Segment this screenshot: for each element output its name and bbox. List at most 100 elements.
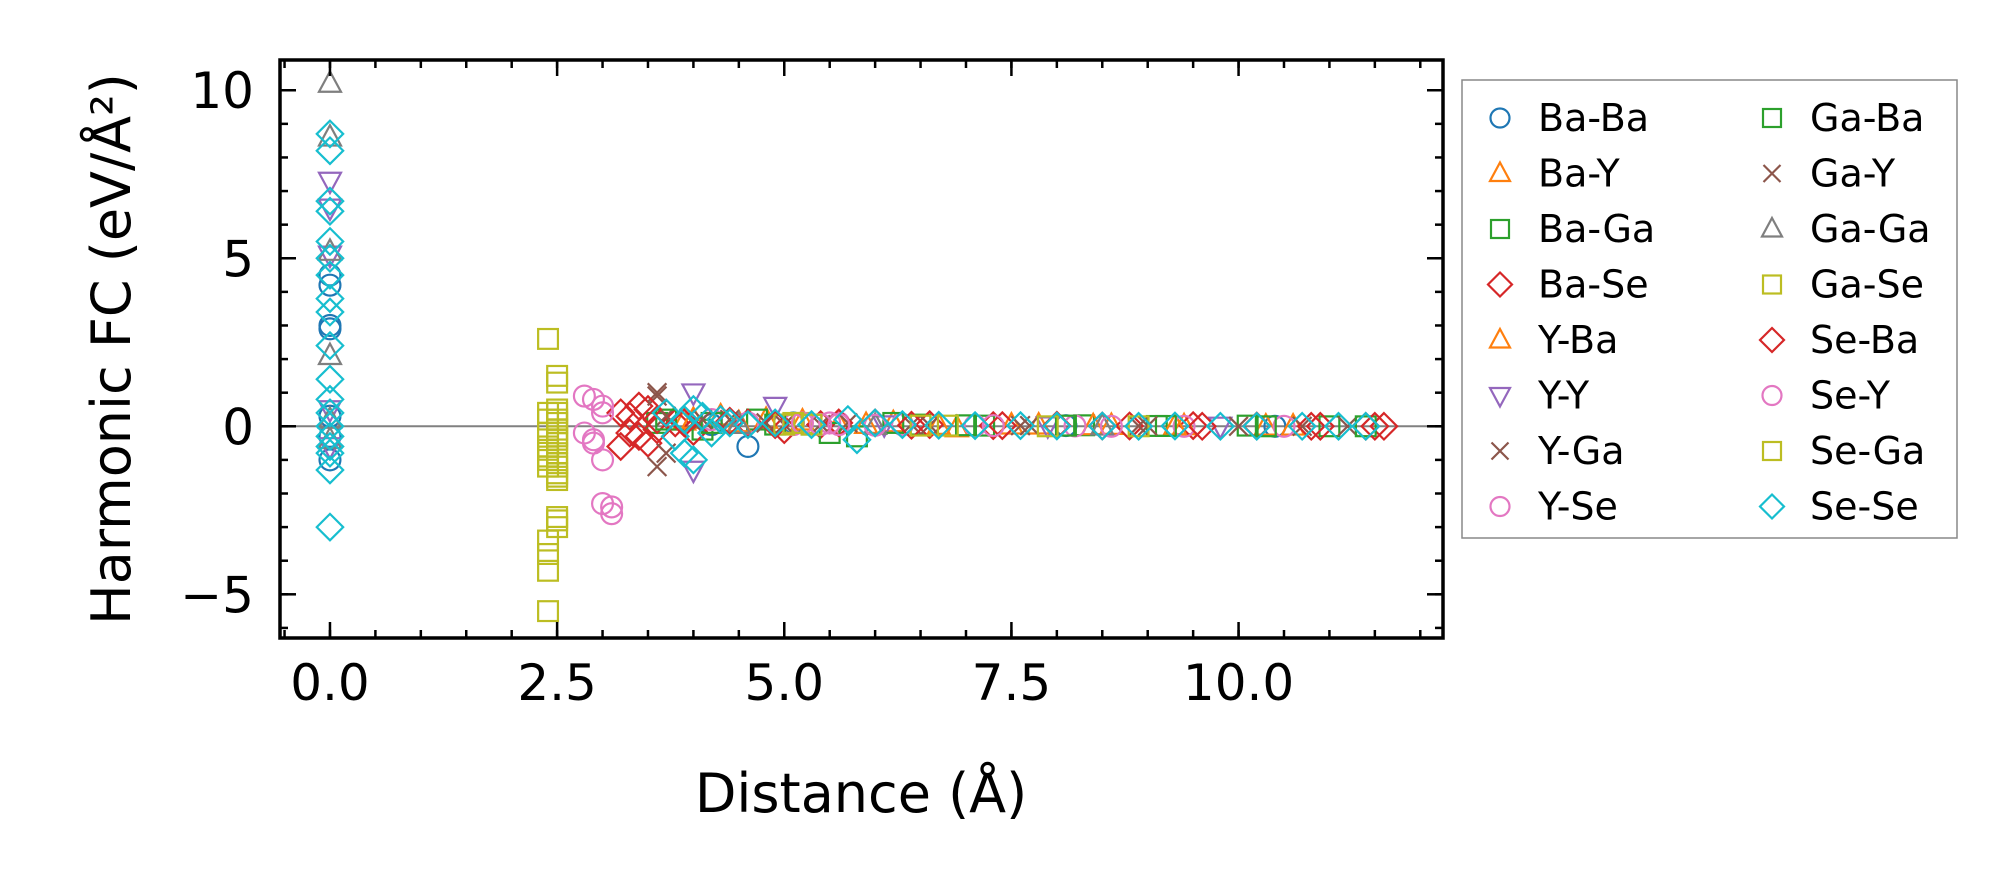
legend-marker bbox=[1761, 440, 1783, 462]
data-point bbox=[600, 502, 624, 526]
data-point bbox=[633, 428, 663, 458]
data-point bbox=[1089, 411, 1116, 436]
data-point bbox=[1360, 411, 1390, 442]
data-point bbox=[572, 384, 596, 408]
data-point bbox=[1005, 410, 1036, 441]
data-point bbox=[800, 413, 823, 436]
legend-marker bbox=[1760, 215, 1784, 238]
data-point bbox=[591, 401, 615, 425]
data-point bbox=[546, 465, 569, 488]
data-point bbox=[1127, 415, 1150, 438]
data-points bbox=[315, 69, 1399, 623]
data-point bbox=[909, 414, 932, 437]
data-point bbox=[705, 404, 736, 435]
data-point bbox=[1172, 414, 1196, 438]
plot-frame bbox=[278, 58, 1445, 640]
legend-marker bbox=[1488, 160, 1512, 183]
data-point bbox=[537, 559, 560, 582]
data-point bbox=[315, 455, 345, 485]
legend-item: Y-Y bbox=[1488, 374, 1590, 418]
legend-marker bbox=[1758, 326, 1786, 354]
data-point bbox=[714, 408, 745, 438]
data-point bbox=[973, 414, 996, 437]
data-point bbox=[318, 317, 342, 341]
data-point bbox=[1205, 411, 1236, 442]
data-point bbox=[315, 297, 345, 327]
legend-label: Ga-Se bbox=[1810, 263, 1924, 307]
data-point bbox=[1241, 411, 1272, 442]
series-ga-ga bbox=[317, 69, 1116, 450]
data-point bbox=[936, 414, 959, 437]
data-point bbox=[317, 171, 343, 196]
legend-marker bbox=[1758, 492, 1786, 521]
legend-marker bbox=[1489, 495, 1511, 518]
data-point bbox=[317, 400, 343, 424]
data-point bbox=[315, 135, 345, 166]
data-point bbox=[1354, 415, 1377, 438]
data-point bbox=[315, 260, 345, 290]
legend-label: Ga-Ba bbox=[1810, 96, 1924, 140]
data-point bbox=[882, 411, 905, 434]
data-point bbox=[1254, 415, 1277, 438]
legend-item: Se-Y bbox=[1761, 374, 1891, 418]
data-point bbox=[315, 512, 345, 542]
series-se-ga bbox=[537, 401, 1059, 488]
data-point bbox=[1054, 414, 1077, 437]
legend-label: Ba-Ga bbox=[1538, 207, 1655, 251]
legend-label: Y-Ga bbox=[1537, 429, 1625, 473]
legend-item: Ba-Y bbox=[1488, 152, 1621, 196]
data-point bbox=[315, 421, 345, 452]
data-point bbox=[315, 438, 345, 468]
legend-item: Y-Se bbox=[1489, 485, 1618, 529]
legend-label: Ba-Se bbox=[1538, 263, 1649, 307]
x-axis-label: Distance (Å) bbox=[695, 761, 1027, 825]
data-point bbox=[1042, 411, 1072, 441]
data-point bbox=[1272, 414, 1296, 438]
legend-marker bbox=[1490, 441, 1510, 461]
data-point bbox=[1318, 415, 1341, 438]
data-point bbox=[1228, 416, 1249, 437]
data-point bbox=[655, 408, 678, 431]
data-point bbox=[1252, 411, 1279, 436]
legend-marker bbox=[1761, 384, 1783, 407]
legend-item: Ga-Y bbox=[1762, 152, 1896, 196]
data-point bbox=[1154, 414, 1177, 437]
data-point bbox=[896, 410, 927, 441]
data-point bbox=[1160, 411, 1190, 441]
data-point bbox=[315, 196, 345, 226]
data-point bbox=[600, 495, 624, 519]
legend-label: Ga-Ga bbox=[1810, 207, 1931, 251]
data-point bbox=[1296, 411, 1327, 442]
data-point bbox=[315, 243, 345, 274]
legend-item: Ga-Ga bbox=[1760, 207, 1931, 251]
x-tick-label: 10.0 bbox=[1183, 654, 1294, 712]
data-point bbox=[981, 414, 1005, 438]
series-ba-ba bbox=[318, 263, 1287, 472]
data-point bbox=[315, 330, 345, 361]
data-point bbox=[669, 438, 700, 468]
data-point bbox=[842, 424, 872, 455]
legend-item: Se-Ga bbox=[1761, 429, 1925, 473]
data-point bbox=[546, 432, 569, 455]
legend-label: Y-Y bbox=[1537, 374, 1590, 418]
legend-item: Se-Ba bbox=[1758, 318, 1919, 362]
data-point bbox=[818, 422, 841, 445]
data-point bbox=[887, 409, 918, 440]
data-point bbox=[833, 404, 863, 435]
data-point bbox=[862, 411, 888, 435]
legend-item: Ba-Ga bbox=[1489, 207, 1655, 251]
data-point bbox=[678, 445, 709, 475]
data-point bbox=[546, 364, 569, 387]
legend-item: Y-Ba bbox=[1488, 318, 1618, 362]
data-point bbox=[818, 411, 842, 435]
series-se-se bbox=[315, 119, 1381, 542]
legend-marker bbox=[1762, 164, 1782, 183]
legend-label: Se-Se bbox=[1810, 485, 1919, 529]
data-point bbox=[315, 186, 345, 216]
data-point bbox=[646, 456, 668, 477]
legend-label: Y-Ba bbox=[1537, 318, 1618, 362]
data-point bbox=[317, 69, 343, 93]
data-point bbox=[537, 600, 560, 623]
data-point bbox=[317, 341, 343, 366]
data-point bbox=[1036, 415, 1059, 438]
